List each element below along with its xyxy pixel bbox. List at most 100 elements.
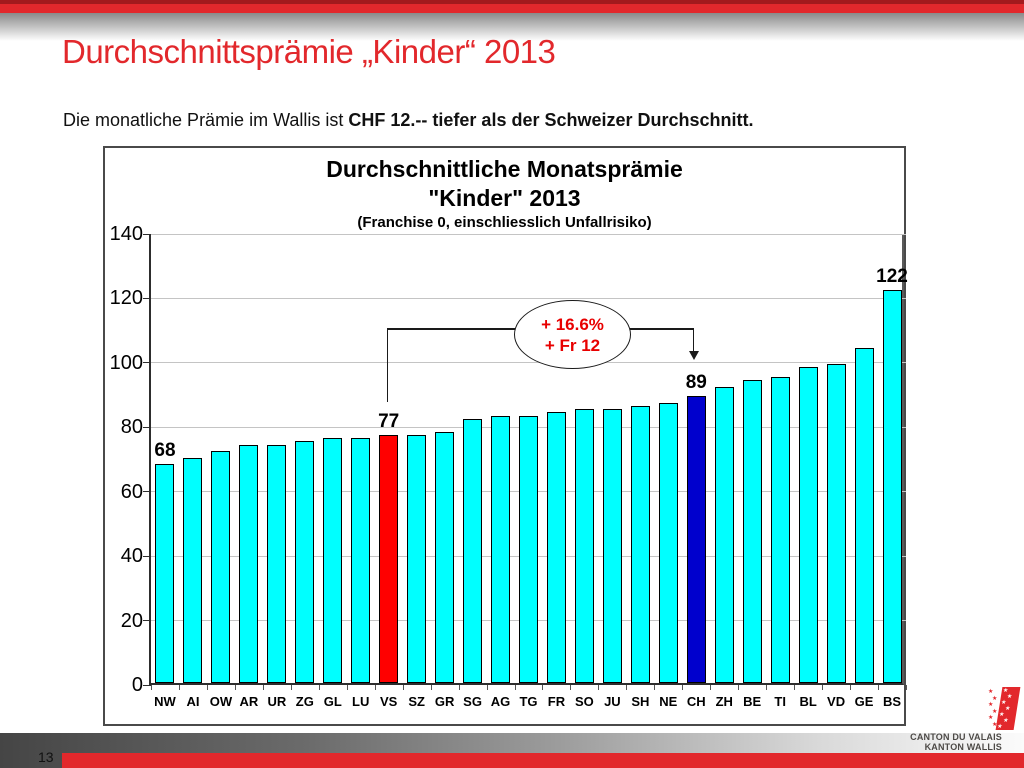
- data-label-BS: 122: [876, 265, 908, 287]
- x-axis-label-VD: VD: [827, 694, 846, 709]
- x-axis-tick: [178, 685, 180, 690]
- bar-CH: [686, 396, 706, 683]
- x-axis-label-SG: SG: [463, 694, 482, 709]
- x-axis-label-BS: BS: [882, 694, 902, 709]
- x-axis-label-NW: NW: [154, 694, 176, 709]
- chart-title-line2: "Kinder" 2013: [428, 185, 581, 211]
- bar-TG: [519, 415, 538, 683]
- bar-TI: [770, 376, 790, 683]
- x-axis-tick: [262, 685, 264, 690]
- y-axis-label: 20: [120, 609, 143, 632]
- x-axis-tick: [738, 685, 740, 690]
- gridline-y-100: [151, 362, 906, 364]
- gridline-y-120: [151, 297, 906, 299]
- slide-title: Durchschnittsprämie „Kinder“ 2013: [62, 33, 556, 70]
- chart-title-note: (Franchise 0, einschliesslich Unfallrisi…: [357, 214, 652, 231]
- chart-title: Durchschnittliche Monatsprämie: [326, 156, 683, 182]
- bar-GR: [435, 431, 455, 683]
- y-axis-label: 100: [109, 351, 143, 374]
- bar-AI: [183, 457, 203, 683]
- x-axis-tick: [766, 685, 768, 690]
- y-axis-tick: [143, 684, 151, 686]
- top-bar-dark-stripe: [0, 0, 1024, 4]
- y-axis-tick: [143, 620, 151, 622]
- x-axis-tick: [542, 685, 544, 690]
- x-axis-tick: [430, 685, 432, 690]
- x-axis-label-BE: BE: [743, 694, 762, 709]
- x-axis-label-NE: NE: [659, 694, 678, 709]
- lead-text: Die monatliche Prämie im Wallis ist: [63, 110, 349, 130]
- annotation-callout: + 16.6% + Fr 12: [514, 300, 631, 369]
- x-axis-label-JU: JU: [604, 694, 621, 709]
- bar-GE: [854, 347, 874, 683]
- bar-VS: [379, 434, 399, 683]
- x-axis-tick: [346, 685, 348, 690]
- x-axis-tick: [458, 685, 460, 690]
- x-axis-label-FR: FR: [547, 694, 566, 709]
- x-axis-tick: [906, 685, 907, 690]
- x-axis-tick: [514, 685, 516, 690]
- data-label-NW: 68: [154, 439, 176, 461]
- x-axis-tick: [402, 685, 404, 690]
- x-axis-tick: [626, 685, 628, 690]
- bar-NE: [658, 402, 678, 683]
- x-axis-label-AG: AG: [490, 694, 511, 709]
- page-number: 13: [38, 749, 54, 765]
- bar-ZG: [295, 441, 315, 683]
- x-axis-label-LU: LU: [352, 694, 370, 709]
- y-axis-label: 0: [131, 674, 143, 696]
- x-axis-label-AI: AI: [186, 694, 200, 709]
- y-axis-tick: [143, 426, 151, 428]
- annotation-connector-to-ch: [692, 328, 695, 352]
- bar-GL: [323, 438, 343, 683]
- y-axis-tick: [143, 297, 151, 299]
- annotation-arrowhead-down: [688, 351, 699, 360]
- x-axis-label-BL: BL: [799, 694, 817, 709]
- x-axis-tick: [654, 685, 656, 690]
- x-axis-tick: [822, 685, 824, 690]
- x-axis-label-CH: CH: [686, 694, 706, 709]
- top-bar-gradient: [0, 13, 1024, 41]
- x-axis-tick: [206, 685, 208, 690]
- annotation-connector-from-vs: [386, 328, 389, 402]
- bar-OW: [211, 451, 231, 683]
- bar-NW: [155, 463, 175, 683]
- bar-SG: [463, 418, 483, 683]
- x-axis-label-GE: GE: [854, 694, 874, 709]
- x-axis-tick: [486, 685, 488, 690]
- y-axis-label: 60: [120, 480, 143, 503]
- x-axis-tick: [598, 685, 600, 690]
- x-axis-label-GL: GL: [323, 694, 342, 709]
- lead-text-bold: CHF 12.-- tiefer als der Schweizer Durch…: [348, 110, 754, 130]
- bar-SH: [630, 405, 650, 683]
- star-icon: ★: [988, 702, 994, 708]
- x-axis-tick: [151, 685, 152, 690]
- x-axis-tick: [878, 685, 880, 690]
- bar-UR: [267, 444, 287, 683]
- bar-BL: [798, 367, 818, 683]
- y-axis-tick: [143, 491, 151, 493]
- x-axis-label-AR: AR: [239, 694, 259, 709]
- y-axis-label: 140: [109, 223, 143, 245]
- x-axis-tick: [794, 685, 796, 690]
- plot-area: 0 20 40 60 80 100 120 140 NW 68 AI OW AR UR ZG GL LU VS 77…: [110, 224, 908, 709]
- x-axis-tick: [682, 685, 684, 690]
- x-axis-label-GR: GR: [434, 694, 455, 709]
- y-axis-tick: [143, 555, 151, 557]
- bar-SZ: [407, 434, 427, 683]
- chart: Durchschnittliche Monatsprämie "Kinder" …: [103, 146, 908, 726]
- bar-BE: [742, 380, 762, 683]
- x-axis-tick: [710, 685, 712, 690]
- y-axis-tick: [143, 362, 151, 364]
- bar-VD: [826, 364, 846, 683]
- bar-AG: [491, 415, 511, 683]
- star-icon: ★: [996, 724, 1003, 730]
- x-axis-label-SO: SO: [575, 694, 594, 709]
- y-axis-label: 120: [109, 287, 143, 310]
- top-bar-red-stripe: [0, 4, 1024, 13]
- x-axis-tick: [234, 685, 236, 690]
- x-axis-tick: [374, 685, 376, 690]
- x-axis-label-SZ: SZ: [408, 694, 425, 709]
- lead-sentence: Die monatliche Prämie im Wallis ist CHF …: [63, 110, 754, 131]
- data-label-CH: 89: [685, 372, 707, 394]
